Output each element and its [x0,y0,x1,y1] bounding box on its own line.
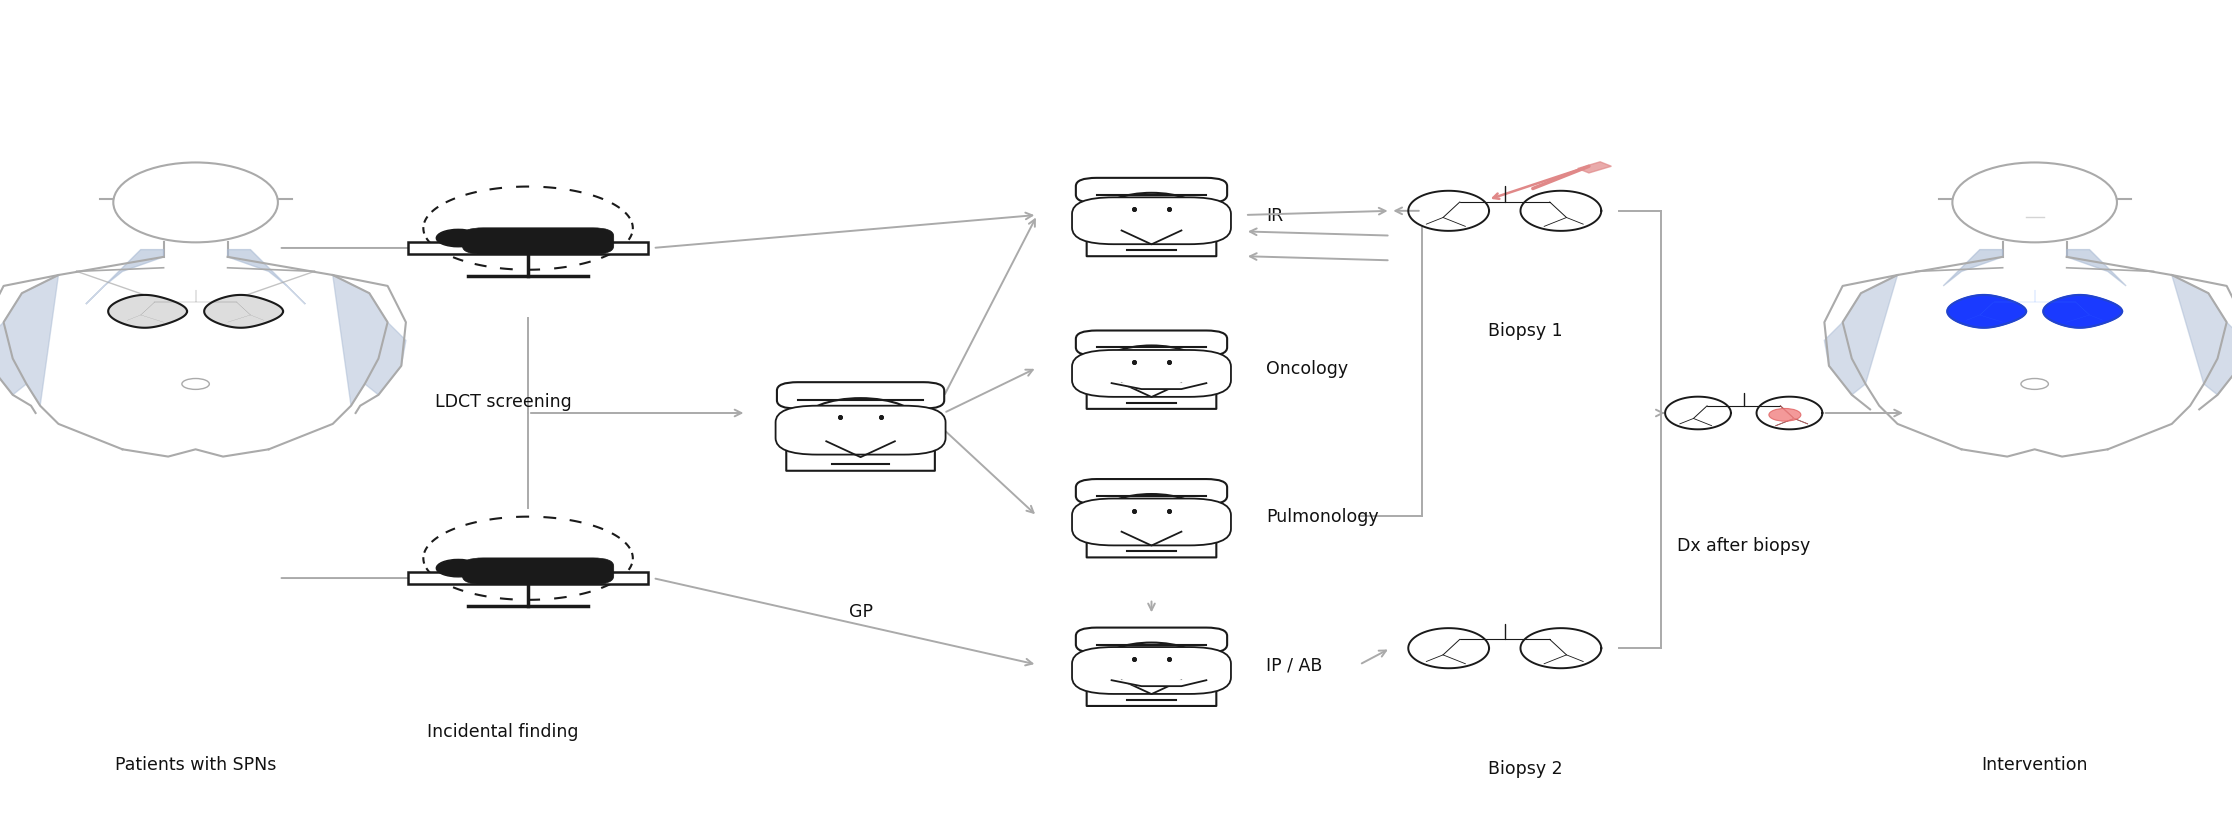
Polygon shape [1408,629,1489,668]
Polygon shape [1087,681,1216,706]
Text: Biopsy 2: Biopsy 2 [1489,759,1562,777]
Polygon shape [1520,192,1600,232]
Text: GP: GP [848,602,873,620]
Polygon shape [1824,275,1897,395]
Polygon shape [1578,163,1612,174]
Circle shape [435,560,480,577]
Text: Biopsy 1: Biopsy 1 [1489,322,1562,340]
Polygon shape [1087,532,1216,557]
Polygon shape [333,275,406,406]
Polygon shape [2042,295,2123,328]
FancyBboxPatch shape [1076,331,1228,356]
FancyBboxPatch shape [775,406,946,455]
Polygon shape [0,275,58,406]
FancyBboxPatch shape [1071,198,1232,245]
Polygon shape [228,251,306,304]
Text: Oncology: Oncology [1266,359,1348,377]
FancyBboxPatch shape [1071,648,1232,694]
Polygon shape [1946,295,2027,328]
Circle shape [1770,409,1801,422]
Polygon shape [786,442,935,471]
FancyBboxPatch shape [1076,628,1228,653]
Polygon shape [1112,384,1205,390]
FancyBboxPatch shape [1076,480,1228,504]
Polygon shape [85,251,163,304]
Text: LDCT screening: LDCT screening [435,392,571,410]
FancyBboxPatch shape [777,383,944,409]
FancyBboxPatch shape [1071,351,1232,398]
FancyBboxPatch shape [1076,179,1228,203]
FancyBboxPatch shape [462,558,614,585]
Polygon shape [203,295,283,328]
Text: Pulmonology: Pulmonology [1266,508,1379,525]
Polygon shape [1112,681,1205,686]
Polygon shape [2067,251,2127,287]
Polygon shape [1665,397,1732,430]
Polygon shape [1087,232,1216,257]
Polygon shape [107,295,187,328]
Text: IR: IR [1266,207,1283,225]
Polygon shape [1520,629,1600,668]
Text: Incidental finding: Incidental finding [426,722,578,740]
FancyBboxPatch shape [408,242,647,255]
Polygon shape [1757,397,1821,430]
Polygon shape [2172,275,2232,395]
Polygon shape [1408,192,1489,232]
Text: Intervention: Intervention [1982,755,2087,772]
Text: Dx after biopsy: Dx after biopsy [1676,537,1810,554]
FancyBboxPatch shape [462,228,614,255]
Text: Patients with SPNs: Patients with SPNs [114,755,277,772]
Polygon shape [1944,251,2002,287]
Text: IP / AB: IP / AB [1266,656,1321,674]
Polygon shape [1087,384,1216,409]
FancyBboxPatch shape [1071,499,1232,546]
Circle shape [435,230,480,247]
FancyBboxPatch shape [408,572,647,585]
